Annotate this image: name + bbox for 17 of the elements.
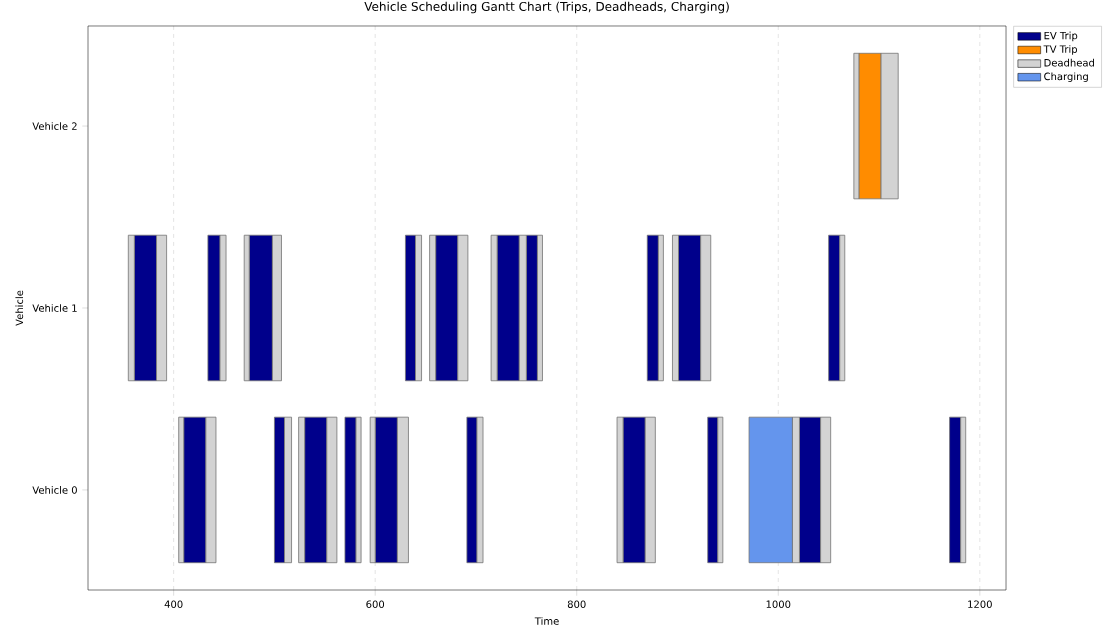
x-tick-label: 1200 <box>968 600 992 608</box>
x-tick-label: 1000 <box>766 600 791 608</box>
x-tick-label: 800 <box>567 600 586 608</box>
y-axis-title: Vehicle <box>15 290 24 326</box>
chart-title: Vehicle Scheduling Gantt Chart (Trips, Deadheads, Charging) <box>364 1 729 14</box>
legend-label: Deadhead <box>1044 58 1094 67</box>
legend-label: Charging <box>1044 72 1088 83</box>
y-tick-label: Vehicle 0 <box>32 486 77 494</box>
bar <box>828 234 841 382</box>
x-axis-title: Time <box>534 617 559 625</box>
legend-label: EV Trip <box>1044 31 1078 42</box>
y-tick-label: Vehicle 2 <box>32 122 77 130</box>
legend-label: TV Trip <box>1043 45 1078 55</box>
x-tick-label: 600 <box>366 600 385 608</box>
bar <box>949 416 962 564</box>
y-tick-label: Vehicle 1 <box>32 304 77 312</box>
x-tick-label: 400 <box>164 600 183 608</box>
